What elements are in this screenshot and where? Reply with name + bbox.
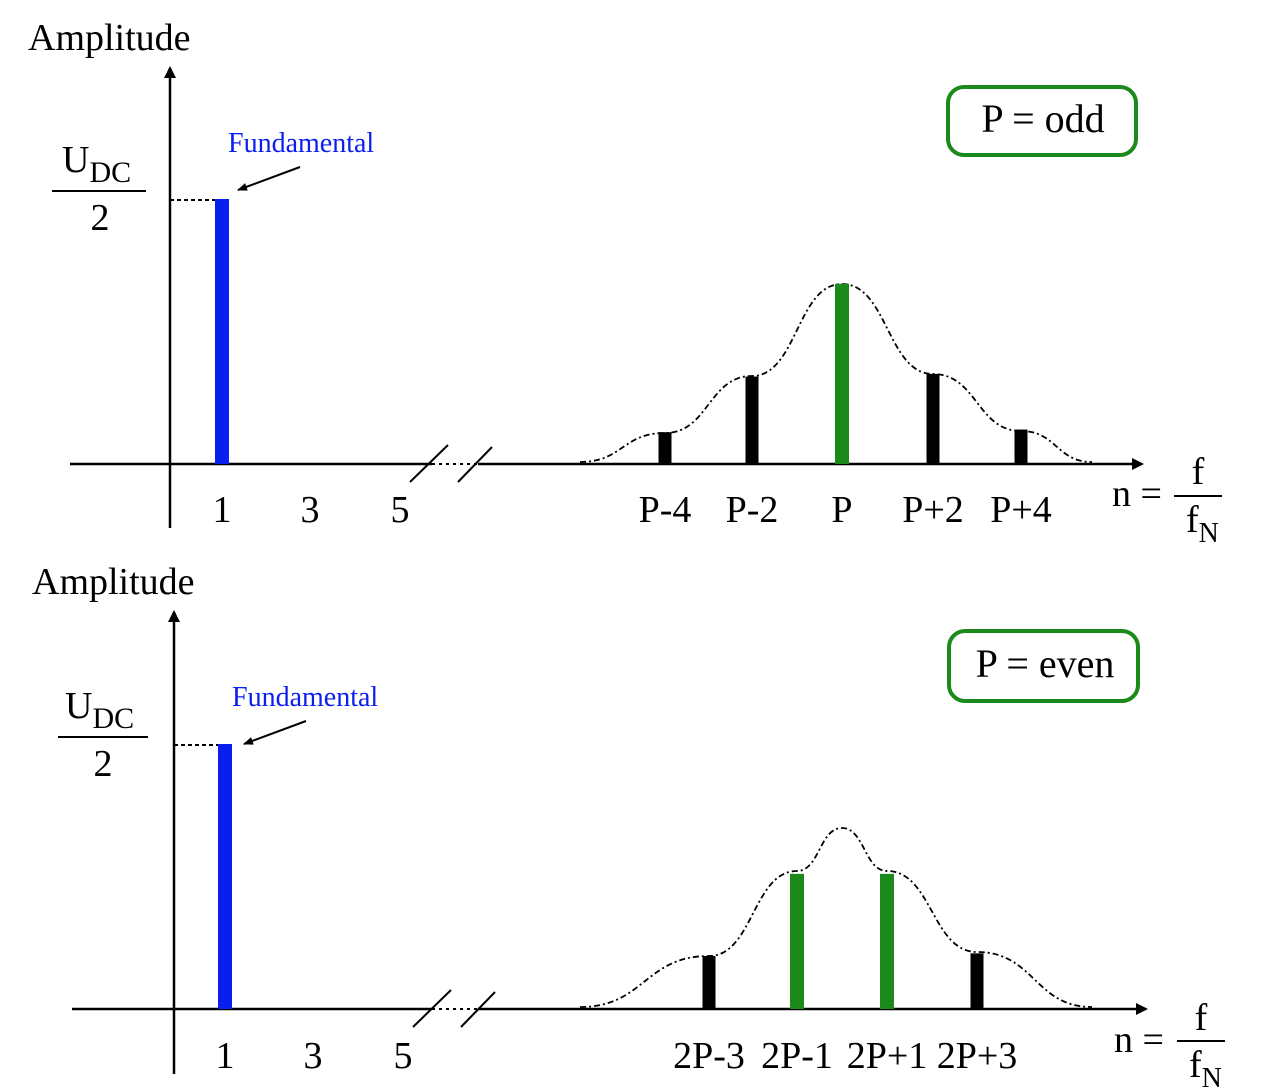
axis-break-mark [409, 444, 449, 483]
bar-label-P: P [831, 489, 852, 531]
parity-box-label: P = odd [981, 96, 1104, 141]
parity-box [947, 629, 1140, 703]
bar-label-P+4: P+4 [990, 489, 1052, 531]
bar-label-2P-1: 2P-1 [761, 1035, 833, 1077]
y-axis-label: Amplitude [28, 17, 191, 59]
spectrum-panel-2: Amplitude UDC 2 Fundamental 2P-3 2P-1 2P+1 2P+3… [32, 561, 1225, 1092]
x-tick-label-3: 3 [301, 489, 320, 531]
parity-box-label: P = even [976, 641, 1115, 686]
fundamental-label: Fundamental [232, 682, 378, 713]
harmonic-bar-2P+3 [970, 953, 984, 1009]
harmonic-bar-P+4 [1014, 429, 1028, 464]
bar-label-P-4: P-4 [639, 489, 692, 531]
fundamental-arrow [243, 720, 307, 745]
parity-box [946, 85, 1138, 157]
x-axis-label-lhs: n = [1114, 1019, 1164, 1061]
y-level-denominator: 2 [91, 197, 110, 239]
harmonic-envelope [579, 827, 1093, 1008]
axis-break-mark [457, 446, 493, 483]
bar-label-2P-3: 2P-3 [673, 1035, 745, 1077]
fundamental-label: Fundamental [228, 128, 374, 159]
axis-break-mark [412, 989, 452, 1028]
x-tick-label-1: 1 [216, 1035, 235, 1077]
spectrum-panel-1: Amplitude UDC 2 Fundamental P-4 P-2 P P+2 P+4 1 3 5… [28, 17, 1222, 549]
fundamental-arrow [237, 166, 301, 191]
harmonic-bar-P-4 [658, 432, 672, 464]
fundamental-bar [215, 199, 229, 464]
x-axis-label-numerator: f [1192, 451, 1205, 493]
x-tick-label-3: 3 [304, 1035, 323, 1077]
x-tick-label-5: 5 [391, 489, 410, 531]
x-axis-label-denominator: fN [1186, 499, 1219, 549]
x-axis-label-numerator: f [1195, 997, 1208, 1039]
axis-break-mark [460, 991, 496, 1028]
y-level-label: UDC [62, 139, 131, 189]
x-axis-label-denominator: fN [1189, 1044, 1222, 1092]
bar-label-2P+3: 2P+3 [937, 1035, 1018, 1077]
x-tick-label-5: 5 [394, 1035, 413, 1077]
harmonic-bar-P-2 [745, 376, 759, 464]
harmonic-bar-2P+1 [880, 873, 894, 1009]
y-level-denominator: 2 [94, 743, 113, 785]
fundamental-bar [218, 744, 232, 1009]
bar-label-2P+1: 2P+1 [847, 1035, 928, 1077]
harmonic-bar-2P-3 [702, 956, 716, 1009]
bar-label-P+2: P+2 [902, 489, 964, 531]
x-axis-label-lhs: n = [1112, 473, 1162, 515]
y-level-label: UDC [65, 685, 134, 735]
harmonic-bar-P [835, 283, 849, 464]
bar-label-P-2: P-2 [726, 489, 779, 531]
y-axis-label: Amplitude [32, 561, 195, 603]
harmonic-bar-2P-1 [790, 873, 804, 1009]
harmonic-bar-P+2 [926, 373, 940, 464]
x-tick-label-1: 1 [213, 489, 232, 531]
